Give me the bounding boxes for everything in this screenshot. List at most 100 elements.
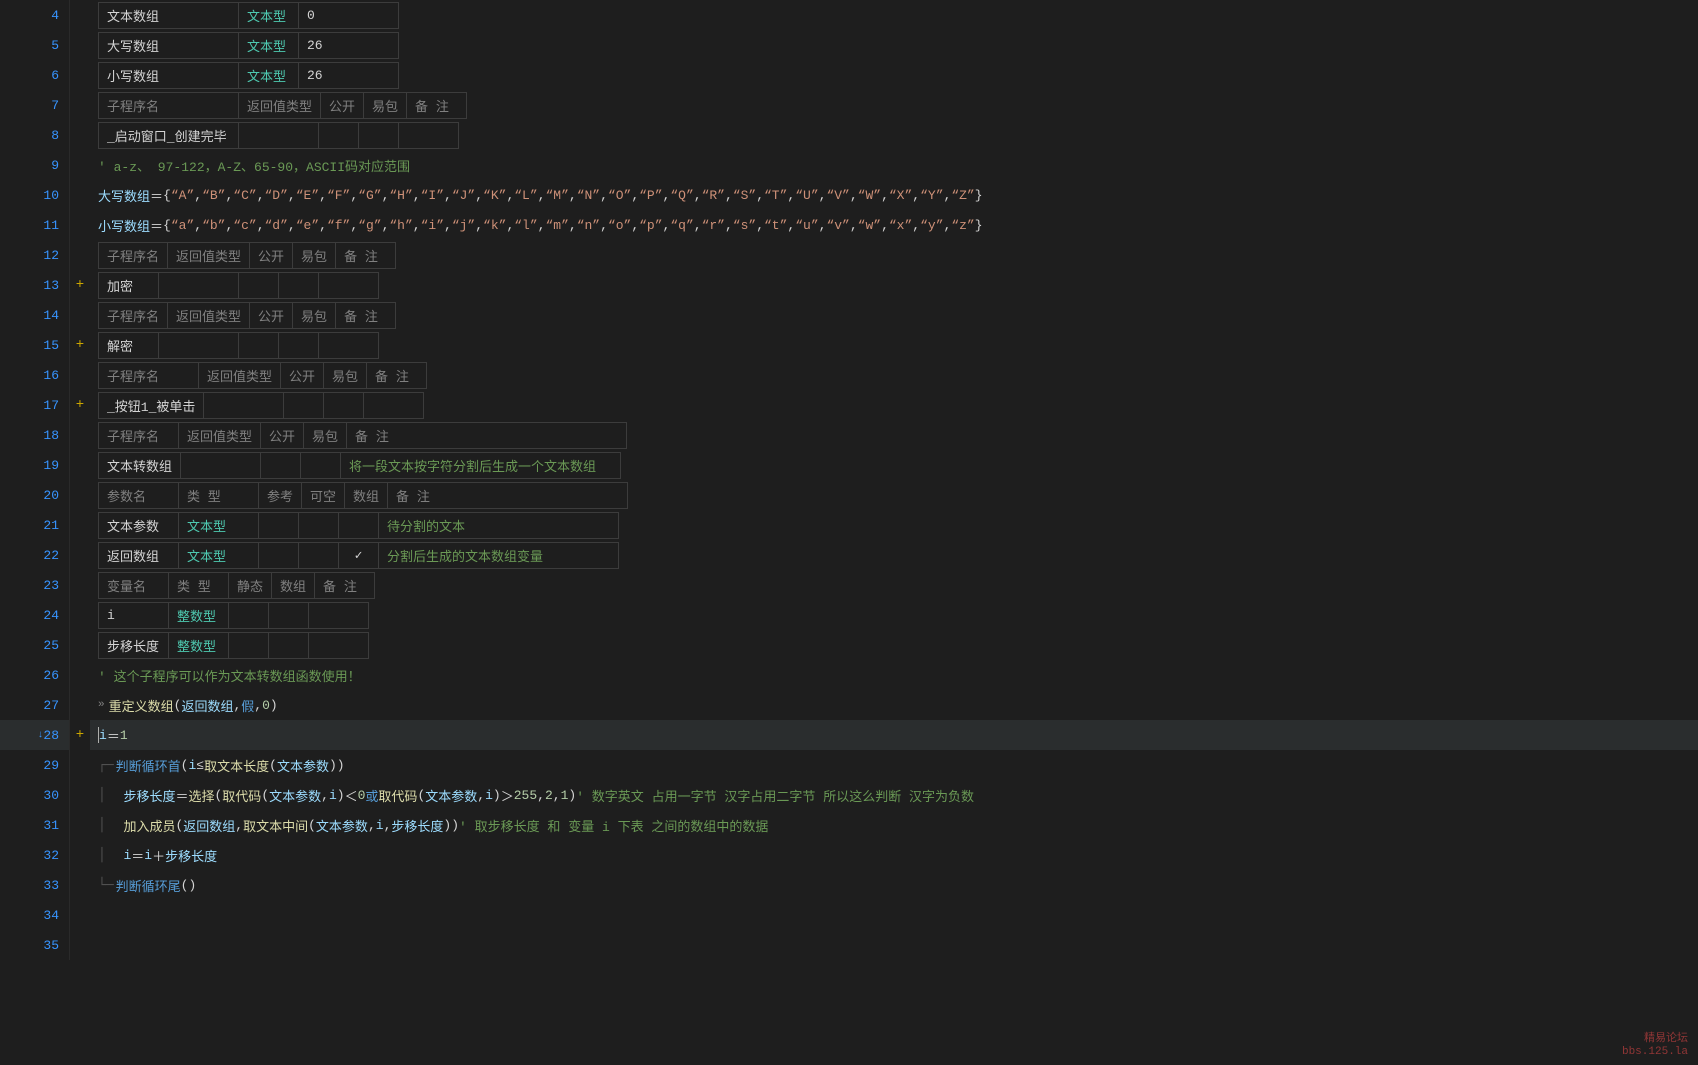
cell: _按钮1_被单击 [99,392,204,418]
fold-toggle [70,0,90,30]
fold-toggle [70,540,90,570]
th: 子程序名 [99,362,199,388]
line-number: 34 [0,900,69,930]
line-number: 29 [0,750,69,780]
cell [399,122,459,148]
cell: 26 [299,32,399,58]
th: 易包 [304,422,347,448]
code-line: │ 加入成员 (返回数组, 取文本中间 (文本参数, i, 步移长度)) ' 取… [90,810,1698,840]
th: 子程序名 [99,92,239,118]
th: 静态 [229,572,272,598]
code-line: 文本参数 文本型 待分割的文本 [90,510,1698,540]
cell: 步移长度 [99,632,169,658]
arg: 0 [262,698,270,713]
cell [299,542,339,568]
sub-table: 加密 [98,272,379,299]
comment: ' 数字英文 占用一字节 汉字占用二字节 所以这么判断 汉字为负数 [576,786,974,805]
line-number: 7 [0,90,69,120]
th: 备 注 [347,422,627,448]
cell [204,392,284,418]
fold-toggle [70,120,90,150]
code-line: 子程序名 返回值类型 公开 易包 备 注 [90,240,1698,270]
cell: 26 [299,62,399,88]
cell: 文本型 [239,62,299,88]
sub-table: _按钮1_被单击 [98,392,424,419]
code-line: ' a-z、 97-122，A-Z、65-90，ASCII码对应范围 [90,150,1698,180]
fold-toggle [70,150,90,180]
cell [261,452,301,478]
code-area[interactable]: 文本数组 文本型 0 大写数组 文本型 26 小写数组 文本型 26 子程序名 … [90,0,1698,960]
th: 公开 [281,362,324,388]
fn-call: 重定义数组 [109,696,174,715]
cell [319,272,379,298]
fold-toggle [70,360,90,390]
sub-table: 子程序名 返回值类型 公开 易包 备 注 [98,362,427,389]
cell [364,392,424,418]
line-number: 6 [0,60,69,90]
tree-guide: │ [98,788,106,803]
fold-toggle[interactable]: + [70,720,90,750]
cell: 整数型 [169,602,229,628]
fold-toggle [70,60,90,90]
th: 类 型 [169,572,229,598]
cell [239,122,319,148]
line-number: 10 [0,180,69,210]
var-table: 文本数组 文本型 0 [98,2,399,29]
cell: i [99,602,169,628]
fold-toggle [70,780,90,810]
cell: 将一段文本按字符分割后生成一个文本数组 [341,452,621,478]
cell [229,602,269,628]
fold-toggle[interactable]: + [70,390,90,420]
fold-toggle[interactable]: + [70,270,90,300]
cell [181,452,261,478]
cell: 文本参数 [99,512,179,538]
line-number: 16 [0,360,69,390]
code-line: i 整数型 [90,600,1698,630]
fold-toggle [70,840,90,870]
cell [284,392,324,418]
kw: 判断循环首 [116,756,181,775]
comment: ' 这个子程序可以作为文本转数组函数使用！ [98,666,361,685]
fold-indicator[interactable]: » [98,699,105,711]
sub-table: 文本转数组 将一段文本按字符分割后生成一个文本数组 [98,452,621,479]
line-number: 8 [0,120,69,150]
cell [159,272,239,298]
cell [279,332,319,358]
cell [324,392,364,418]
fold-toggle[interactable]: + [70,330,90,360]
cell [299,512,339,538]
line-number: 12 [0,240,69,270]
code-line: 返回数组 文本型 ✓ 分割后生成的文本数组变量 [90,540,1698,570]
cell: 返回数组 [99,542,179,568]
cell [239,332,279,358]
code-line: » 重定义数组 (返回数组, 假, 0) [90,690,1698,720]
code-line: 子程序名 返回值类型 公开 易包 备 注 [90,300,1698,330]
th: 公开 [250,242,293,268]
sub-table: _启动窗口_创建完毕 [98,122,459,149]
sub-table: 子程序名 返回值类型 公开 易包 备 注 [98,422,627,449]
cell: 大写数组 [99,32,239,58]
th: 子程序名 [99,242,168,268]
code-line: 小写数组 ＝ { “a”, “b”, “c”, “d”, “e”, “f”, “… [90,210,1698,240]
fold-toggle [70,420,90,450]
code-line: _启动窗口_创建完毕 [90,120,1698,150]
code-line: └─ 判断循环尾 () [90,870,1698,900]
code-line: 子程序名 返回值类型 公开 易包 备 注 [90,90,1698,120]
cell: 文本型 [239,32,299,58]
line-number: ↓ 28 [0,720,69,750]
arg: 假 [241,696,254,715]
local-var-table: 步移长度 整数型 [98,632,369,659]
var: i [99,728,107,743]
cell: 小写数组 [99,62,239,88]
fold-toggle [70,570,90,600]
th: 备 注 [388,482,628,508]
code-line: 参数名 类 型 参考 可空 数组 备 注 [90,480,1698,510]
th: 备 注 [336,302,396,328]
code-line: 子程序名 返回值类型 公开 易包 备 注 [90,420,1698,450]
fold-toggle [70,900,90,930]
cell: 文本型 [179,542,259,568]
fold-toggle [70,810,90,840]
line-number: 35 [0,930,69,960]
th: 公开 [261,422,304,448]
th: 返回值类型 [168,302,250,328]
